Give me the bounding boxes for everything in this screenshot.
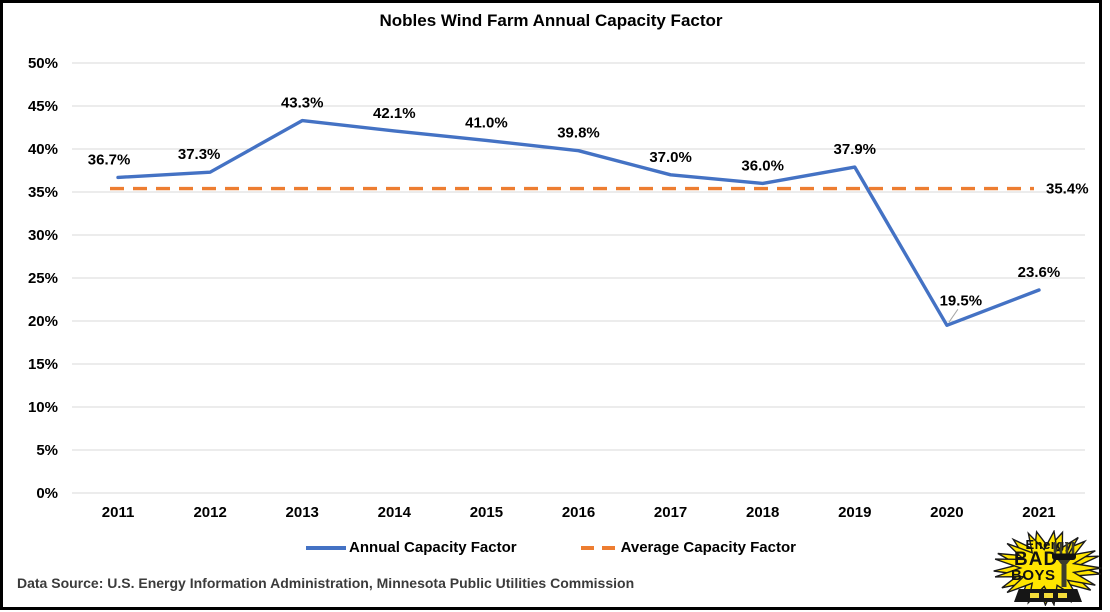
y-axis-tick-label: 50%: [28, 55, 58, 72]
x-axis-tick-label: 2020: [930, 504, 963, 521]
solid-line-swatch-icon: [306, 545, 347, 550]
logo-text-boys: BOYS: [1011, 567, 1056, 584]
average-line-label: 35.4%: [1046, 181, 1089, 198]
x-axis-tick-label: 2013: [286, 504, 319, 521]
data-label-leader-line: [948, 309, 959, 323]
chart-title: Nobles Wind Farm Annual Capacity Factor: [379, 11, 723, 30]
logo-text-bad: BAD: [1014, 549, 1059, 570]
x-axis-tick-label: 2014: [378, 504, 412, 521]
data-label: 37.3%: [178, 146, 221, 163]
data-label: 43.3%: [281, 95, 324, 112]
data-label: 37.0%: [649, 149, 692, 166]
y-axis-tick-label: 20%: [28, 313, 58, 330]
dashed-line-swatch-icon: [580, 545, 615, 550]
legend-item-annual-capacity-factor: Annual Capacity Factor: [306, 539, 517, 556]
y-axis-tick-label: 25%: [28, 270, 58, 287]
legend-item-average-capacity-factor: Average Capacity Factor: [580, 539, 796, 556]
data-source-note: Data Source: U.S. Energy Information Adm…: [17, 575, 635, 591]
x-axis-tick-label: 2021: [1022, 504, 1055, 521]
x-axis-tick-label: 2017: [654, 504, 687, 521]
data-label: 37.9%: [833, 141, 876, 158]
chart-legend: Annual Capacity Factor Average Capacity …: [0, 539, 1102, 556]
fork-with-sunglasses-icon: [1052, 542, 1076, 587]
x-axis-tick-label: 2015: [470, 504, 503, 521]
y-axis-tick-label: 45%: [28, 98, 58, 115]
data-label: 36.7%: [88, 151, 131, 168]
data-label: 39.8%: [557, 125, 600, 142]
y-axis-tick-label: 10%: [28, 399, 58, 416]
x-axis-tick-label: 2018: [746, 504, 779, 521]
logo-platform: [1014, 589, 1082, 602]
data-label: 36.0%: [741, 157, 784, 174]
energy-bad-boys-logo: Energy BAD BOYS: [992, 530, 1103, 606]
data-label: 19.5%: [940, 292, 983, 309]
legend-label-annual: Annual Capacity Factor: [349, 539, 517, 556]
x-axis-tick-label: 2016: [562, 504, 595, 521]
y-axis-tick-label: 15%: [28, 356, 58, 373]
annual-capacity-factor-line: [116, 118, 1041, 327]
legend-label-average: Average Capacity Factor: [620, 539, 796, 556]
y-axis-tick-label: 40%: [28, 141, 58, 158]
y-axis-tick-label: 0%: [36, 485, 58, 502]
x-axis-tick-label: 2012: [193, 504, 226, 521]
data-label: 23.6%: [1018, 264, 1061, 281]
y-axis-tick-label: 35%: [28, 184, 58, 201]
data-label: 42.1%: [373, 105, 416, 122]
data-label: 41.0%: [465, 114, 508, 131]
y-axis-tick-label: 5%: [36, 442, 58, 459]
x-axis-tick-label: 2011: [102, 504, 135, 521]
y-axis-tick-label: 30%: [28, 227, 58, 244]
x-axis-tick-label: 2019: [838, 504, 871, 521]
